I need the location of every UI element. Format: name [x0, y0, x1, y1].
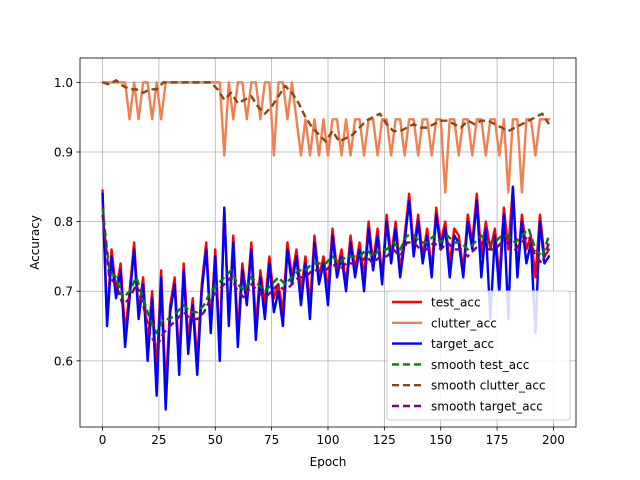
y-axis-label: Accuracy	[28, 215, 42, 270]
y-tick-label: 0.8	[54, 215, 73, 229]
x-axis-label: Epoch	[310, 455, 347, 469]
series-line-smooth-test-acc	[101, 207, 551, 335]
y-tick-label: 0.7	[54, 285, 73, 299]
series-line-target-acc	[101, 185, 551, 411]
y-tick-label: 0.6	[54, 354, 73, 368]
y-tick-label: 0.9	[54, 145, 73, 159]
legend-label: target_acc	[431, 337, 494, 351]
legend-label: smooth clutter_acc	[431, 379, 546, 393]
x-tick-label: 100	[317, 433, 340, 447]
x-tick-label: 25	[151, 433, 166, 447]
series-line-smooth-target-acc	[101, 214, 551, 349]
legend-box	[386, 290, 571, 421]
y-axis: 0.6 0.7 0.8 0.9 1.0	[54, 76, 80, 368]
y-tick-label: 1.0	[54, 76, 73, 90]
x-tick-label: 175	[486, 433, 509, 447]
legend-label: smooth target_acc	[431, 400, 543, 414]
x-tick-label: 125	[373, 433, 396, 447]
x-axis: 0 25 50 75 100 125 150 175 200	[99, 427, 565, 447]
x-tick-label: 150	[429, 433, 452, 447]
legend-label: clutter_acc	[431, 316, 497, 330]
series-line-smooth-clutter-acc	[102, 79, 550, 143]
x-tick-label: 75	[264, 433, 279, 447]
x-tick-label: 0	[99, 433, 107, 447]
legend-label: smooth test_acc	[431, 358, 529, 372]
x-tick-label: 200	[542, 433, 565, 447]
x-tick-label: 50	[208, 433, 223, 447]
legend-label: test_acc	[431, 296, 481, 310]
plot-area	[101, 79, 551, 411]
